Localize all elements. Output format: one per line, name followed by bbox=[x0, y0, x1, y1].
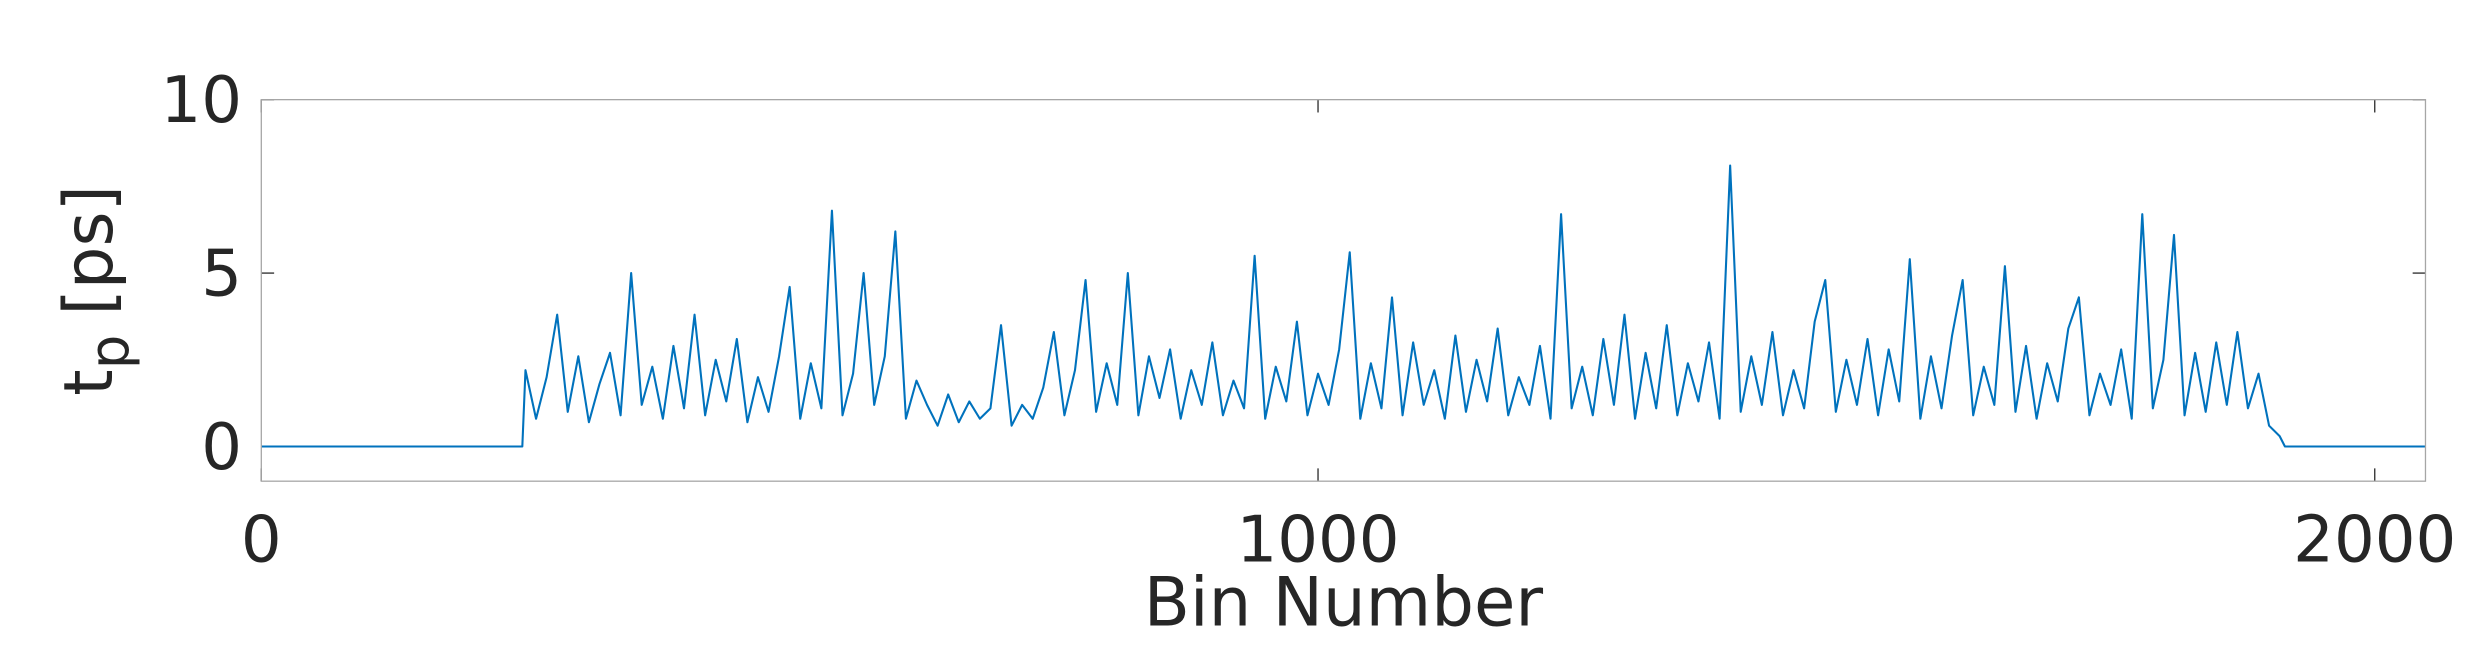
axes-box bbox=[260, 99, 2427, 482]
y-tick-label: 10 bbox=[160, 63, 242, 138]
y-tick-label: 5 bbox=[201, 237, 242, 312]
x-tick-label: 2000 bbox=[2293, 502, 2456, 577]
x-tick-label: 0 bbox=[241, 502, 282, 577]
y-tick-label: 0 bbox=[201, 410, 242, 485]
data-line bbox=[261, 164, 2426, 448]
y-axis-label: tp [ps] bbox=[50, 185, 141, 396]
y-axis-label-sub: p bbox=[77, 335, 141, 370]
x-tick-label: 1000 bbox=[1236, 502, 1399, 577]
y-axis-label-unit: [ps] bbox=[50, 185, 128, 315]
x-axis-label: Bin Number bbox=[1144, 563, 1544, 641]
y-axis-label-base: t bbox=[50, 369, 128, 395]
